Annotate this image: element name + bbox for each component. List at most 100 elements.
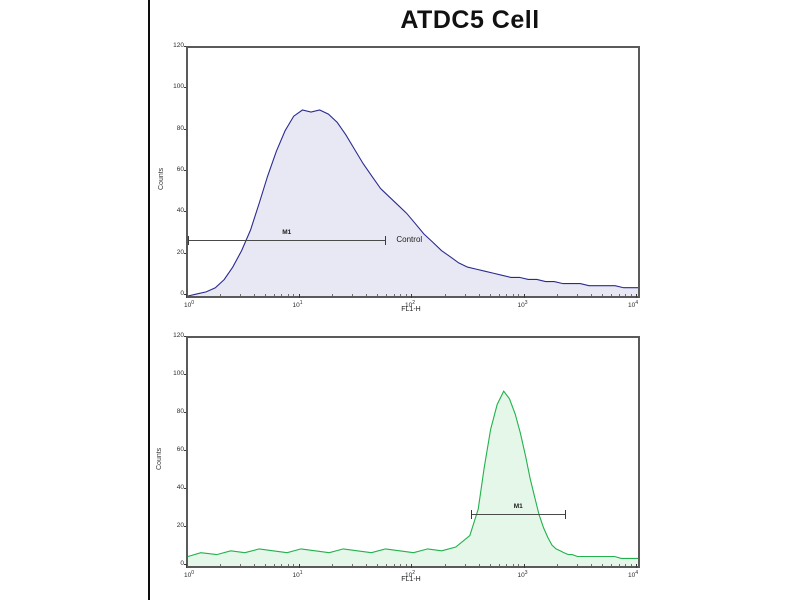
x-tick-label: 101 [292, 300, 303, 310]
y-axis-ticks-bottom: 120 100 80 60 40 20 0 [164, 332, 188, 567]
x-tick-mark [636, 564, 637, 568]
gate-marker-label-top: M1 [282, 229, 292, 236]
x-tick-minor [287, 294, 289, 296]
y-tick-label: 100 [173, 83, 184, 91]
x-tick-label: 103 [517, 570, 528, 580]
x-tick-minor [489, 294, 491, 296]
x-tick-minor [377, 564, 379, 566]
x-tick-minor [253, 564, 255, 566]
x-tick-minor [281, 294, 283, 296]
x-axis-ticks-top: FL1-H 100 101 102 103 104 [184, 294, 639, 316]
x-tick-minor [611, 294, 613, 296]
x-tick-minor [625, 564, 627, 566]
x-tick-minor [219, 564, 221, 566]
x-tick-label: 100 [184, 570, 195, 580]
y-tick-label: 40 [176, 484, 184, 491]
x-tick-minor [489, 564, 491, 566]
x-tick-minor [591, 294, 593, 296]
x-tick-minor [498, 564, 500, 566]
x-tick-minor [512, 294, 514, 296]
x-tick-mark [411, 564, 412, 568]
x-tick-minor [630, 294, 632, 296]
x-tick-minor [377, 294, 379, 296]
x-tick-minor [281, 564, 283, 566]
y-tick-label: 80 [176, 124, 184, 132]
plot-area-top: M1 Control [186, 46, 640, 298]
x-tick-minor [253, 294, 255, 296]
x-tick-minor [602, 294, 604, 296]
x-tick-minor [400, 564, 402, 566]
x-tick-minor [611, 564, 613, 566]
x-tick-minor [498, 294, 500, 296]
x-tick-minor [512, 564, 514, 566]
x-tick-minor [405, 564, 407, 566]
x-tick-minor [625, 294, 627, 296]
x-tick-minor [273, 564, 275, 566]
x-tick-minor [506, 564, 508, 566]
y-tick-label: 100 [173, 370, 184, 377]
x-tick-mark [523, 294, 525, 298]
x-tick-minor [352, 564, 354, 566]
x-tick-label: 103 [517, 300, 528, 310]
x-tick-minor [618, 294, 620, 296]
y-tick-label: 60 [176, 446, 184, 453]
x-tick-minor [386, 294, 388, 296]
x-tick-minor [630, 564, 632, 566]
x-tick-minor [405, 294, 407, 296]
x-tick-minor [444, 564, 446, 566]
y-axis-label-bottom: Counts [156, 447, 163, 470]
x-tick-minor [602, 564, 604, 566]
x-tick-minor [400, 294, 402, 296]
x-tick-label: 100 [184, 300, 195, 310]
x-tick-minor [219, 294, 221, 296]
x-tick-minor [352, 294, 354, 296]
x-tick-minor [264, 294, 266, 296]
x-tick-mark [523, 564, 525, 568]
gate-marker-m1-top[interactable]: M1 Control [188, 229, 422, 245]
x-tick-minor [293, 564, 295, 566]
gate-marker-label-bottom: M1 [513, 503, 523, 510]
histogram-trace-sample [187, 390, 638, 566]
y-axis-ticks-top: 120 100 80 60 40 20 0 [164, 42, 188, 297]
x-tick-mark [636, 294, 637, 298]
y-tick-label: 0 [180, 290, 184, 297]
x-tick-minor [273, 294, 275, 296]
x-tick-minor [464, 294, 466, 296]
x-axis-ticks-bottom: FL1-H 100 101 102 103 104 [184, 564, 638, 586]
x-tick-minor [332, 564, 334, 566]
gate-marker-m1-bottom[interactable]: M1 [471, 503, 567, 519]
x-tick-minor [293, 294, 295, 296]
y-tick-label: 0 [180, 560, 184, 567]
x-tick-minor [518, 564, 520, 566]
x-tick-minor [478, 564, 480, 566]
histogram-panel-sample: Counts 120 100 80 60 40 20 0 M1 FL1-H 100 101 10… [150, 330, 800, 595]
left-separator-rule [148, 0, 150, 600]
gate-marker-left-cap [471, 510, 473, 519]
y-tick-label: 40 [176, 207, 184, 215]
x-tick-label: 102 [405, 300, 416, 310]
x-tick-minor [557, 294, 559, 296]
histogram-trace-control [187, 109, 638, 297]
x-tick-minor [557, 564, 559, 566]
y-tick-label: 120 [173, 42, 184, 49]
x-tick-minor [386, 564, 388, 566]
x-tick-minor [506, 294, 508, 296]
x-tick-minor [366, 564, 368, 566]
x-tick-minor [264, 564, 266, 566]
x-tick-minor [239, 564, 241, 566]
x-tick-minor [287, 564, 289, 566]
x-tick-minor [577, 294, 579, 296]
x-tick-minor [444, 294, 446, 296]
x-tick-label: 101 [292, 570, 303, 580]
y-tick-label: 60 [176, 166, 184, 173]
x-tick-mark [298, 564, 300, 568]
x-tick-mark [186, 294, 187, 298]
x-tick-minor [393, 564, 395, 566]
x-tick-minor [518, 294, 520, 296]
y-tick-label: 20 [176, 522, 184, 529]
x-tick-minor [618, 564, 620, 566]
x-tick-label: 102 [405, 570, 416, 580]
gate-marker-right-cap [385, 236, 387, 245]
x-tick-label: 104 [628, 300, 639, 310]
plot-area-bottom: M1 [186, 336, 640, 568]
